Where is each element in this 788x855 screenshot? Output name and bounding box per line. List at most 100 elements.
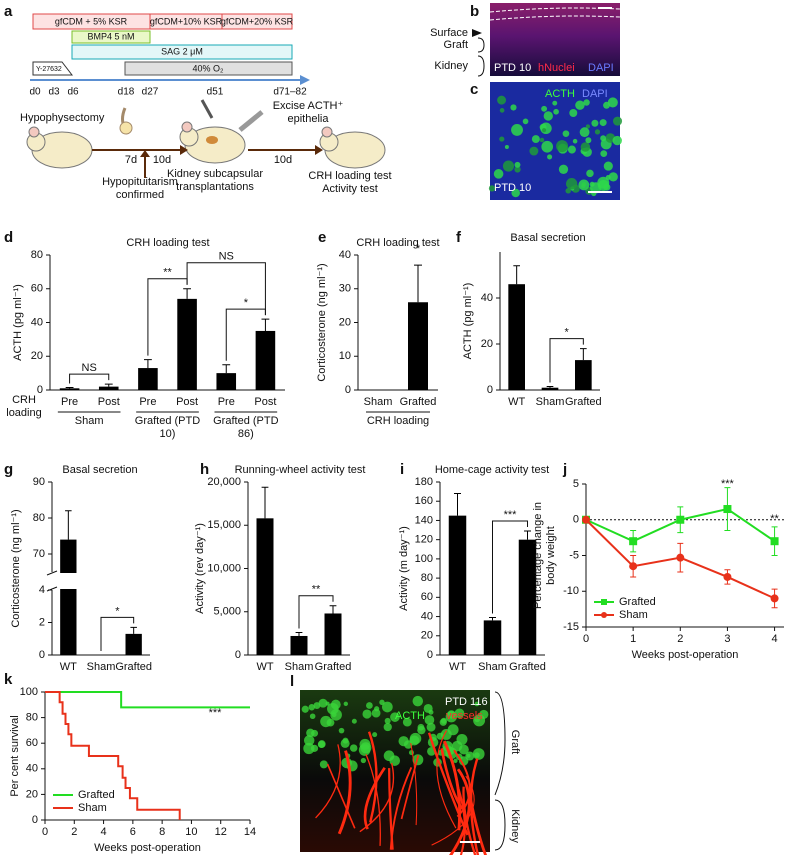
bar bbox=[60, 539, 77, 655]
bar bbox=[541, 387, 559, 390]
brace bbox=[494, 799, 506, 851]
cell bbox=[308, 703, 315, 711]
row-label: CRH loading bbox=[6, 394, 42, 419]
error-bar bbox=[130, 626, 137, 634]
cell bbox=[384, 717, 391, 724]
stain-label: PTD 116 bbox=[445, 696, 488, 708]
cell bbox=[558, 164, 569, 174]
legend-marker bbox=[601, 612, 607, 618]
region-label: Graft bbox=[509, 730, 521, 754]
cell bbox=[542, 128, 547, 133]
cell bbox=[466, 753, 471, 758]
stain-label: DAPI bbox=[582, 88, 608, 100]
panel-letter: h bbox=[200, 461, 209, 478]
y-tick-label: 2 bbox=[39, 616, 45, 628]
interval-label: 10d bbox=[274, 154, 292, 166]
group-label: Grafted (PTD 10) bbox=[134, 415, 201, 440]
cell bbox=[351, 718, 357, 724]
vessel bbox=[436, 730, 457, 829]
y-tick-label: -5 bbox=[569, 549, 579, 561]
y-tick-label: 60 bbox=[421, 591, 433, 603]
y-tick-label: -10 bbox=[563, 585, 579, 597]
step-box: Hypopituitarism confirmed bbox=[102, 176, 178, 201]
significance-bracket bbox=[100, 616, 135, 651]
cell bbox=[612, 116, 623, 126]
cell bbox=[502, 160, 515, 172]
marker bbox=[723, 572, 732, 581]
stain-label: ACTH bbox=[545, 88, 575, 100]
error-bar bbox=[144, 359, 152, 369]
cell bbox=[531, 135, 540, 144]
cell bbox=[424, 715, 435, 725]
y-tick-label: 0 bbox=[37, 384, 43, 396]
y-tick-label: 60 bbox=[26, 737, 38, 749]
x-tick-label: 10 bbox=[185, 826, 197, 838]
error-bar bbox=[261, 486, 269, 519]
group-label-box: Grafted (PTD 10) bbox=[134, 415, 201, 440]
y-tick-label: -15 bbox=[563, 621, 579, 633]
x-tick-label: Sham bbox=[536, 396, 565, 408]
y-axis-label: Corticosterone (ng ml⁻¹) bbox=[10, 509, 22, 627]
significance-label: ** bbox=[163, 267, 172, 279]
y-tick-label: 0 bbox=[427, 649, 433, 661]
x-tick-label: Post bbox=[254, 396, 276, 408]
cell bbox=[585, 124, 590, 129]
cell bbox=[402, 717, 412, 727]
cell bbox=[311, 729, 319, 737]
y-tick-label: 80 bbox=[31, 249, 43, 261]
cell bbox=[447, 710, 456, 719]
stain-label: vessels bbox=[446, 710, 483, 722]
y-tick-label: 140 bbox=[415, 514, 433, 526]
significance-label: * bbox=[565, 327, 570, 339]
vessel bbox=[442, 740, 462, 831]
marker bbox=[770, 537, 779, 546]
cell bbox=[529, 146, 539, 156]
cell bbox=[454, 708, 465, 719]
vessel bbox=[449, 768, 471, 855]
step-box: Excise ACTH⁺ epithelia bbox=[273, 100, 344, 125]
bar bbox=[98, 386, 119, 390]
x-tick-label: 8 bbox=[159, 826, 165, 838]
day-label: d71–82 bbox=[273, 87, 307, 98]
x-tick-label: WT bbox=[60, 661, 77, 673]
vessel bbox=[410, 742, 418, 826]
day-label: d18 bbox=[118, 87, 135, 98]
x-axis-label: Weeks post-operation bbox=[632, 649, 739, 661]
cell bbox=[331, 712, 337, 718]
x-tick-label: 12 bbox=[215, 826, 227, 838]
error-bar bbox=[222, 364, 231, 374]
y-tick-label: 0 bbox=[235, 649, 241, 661]
vessel bbox=[388, 768, 394, 850]
y-axis-label: ACTH (pg ml⁻¹) bbox=[462, 283, 474, 360]
bar bbox=[483, 620, 502, 655]
cell bbox=[583, 99, 590, 106]
cell bbox=[360, 757, 367, 764]
error-bar bbox=[454, 493, 461, 516]
x-tick-label: 3 bbox=[724, 633, 730, 645]
y-tick-label: 80 bbox=[421, 572, 433, 584]
marker bbox=[676, 553, 685, 562]
marker bbox=[629, 562, 638, 571]
factor-bar bbox=[71, 30, 151, 44]
cell bbox=[409, 735, 420, 746]
x-tick-label: 2 bbox=[677, 633, 683, 645]
cell bbox=[594, 129, 601, 135]
vessel bbox=[427, 732, 469, 836]
cell bbox=[522, 118, 529, 125]
cell bbox=[562, 130, 570, 137]
survival-curve bbox=[45, 691, 181, 820]
chart-title: Basal secretion bbox=[62, 464, 137, 476]
cell bbox=[383, 750, 395, 762]
cell bbox=[440, 717, 447, 724]
cell bbox=[566, 178, 578, 190]
x-axis-label: Weeks post-operation bbox=[94, 842, 201, 854]
flow-arrowhead bbox=[315, 145, 323, 155]
cell bbox=[603, 161, 613, 171]
stain-label: hNuclei bbox=[538, 62, 575, 74]
cell bbox=[569, 109, 578, 117]
x-tick-label: Grafted bbox=[315, 661, 352, 673]
y-tick-label: 40 bbox=[421, 610, 433, 622]
y-tick-label: 20 bbox=[481, 338, 493, 350]
bar bbox=[177, 298, 197, 390]
cell bbox=[497, 95, 507, 105]
